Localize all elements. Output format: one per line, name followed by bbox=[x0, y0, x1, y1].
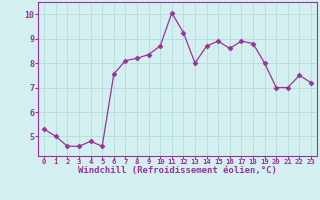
X-axis label: Windchill (Refroidissement éolien,°C): Windchill (Refroidissement éolien,°C) bbox=[78, 166, 277, 175]
